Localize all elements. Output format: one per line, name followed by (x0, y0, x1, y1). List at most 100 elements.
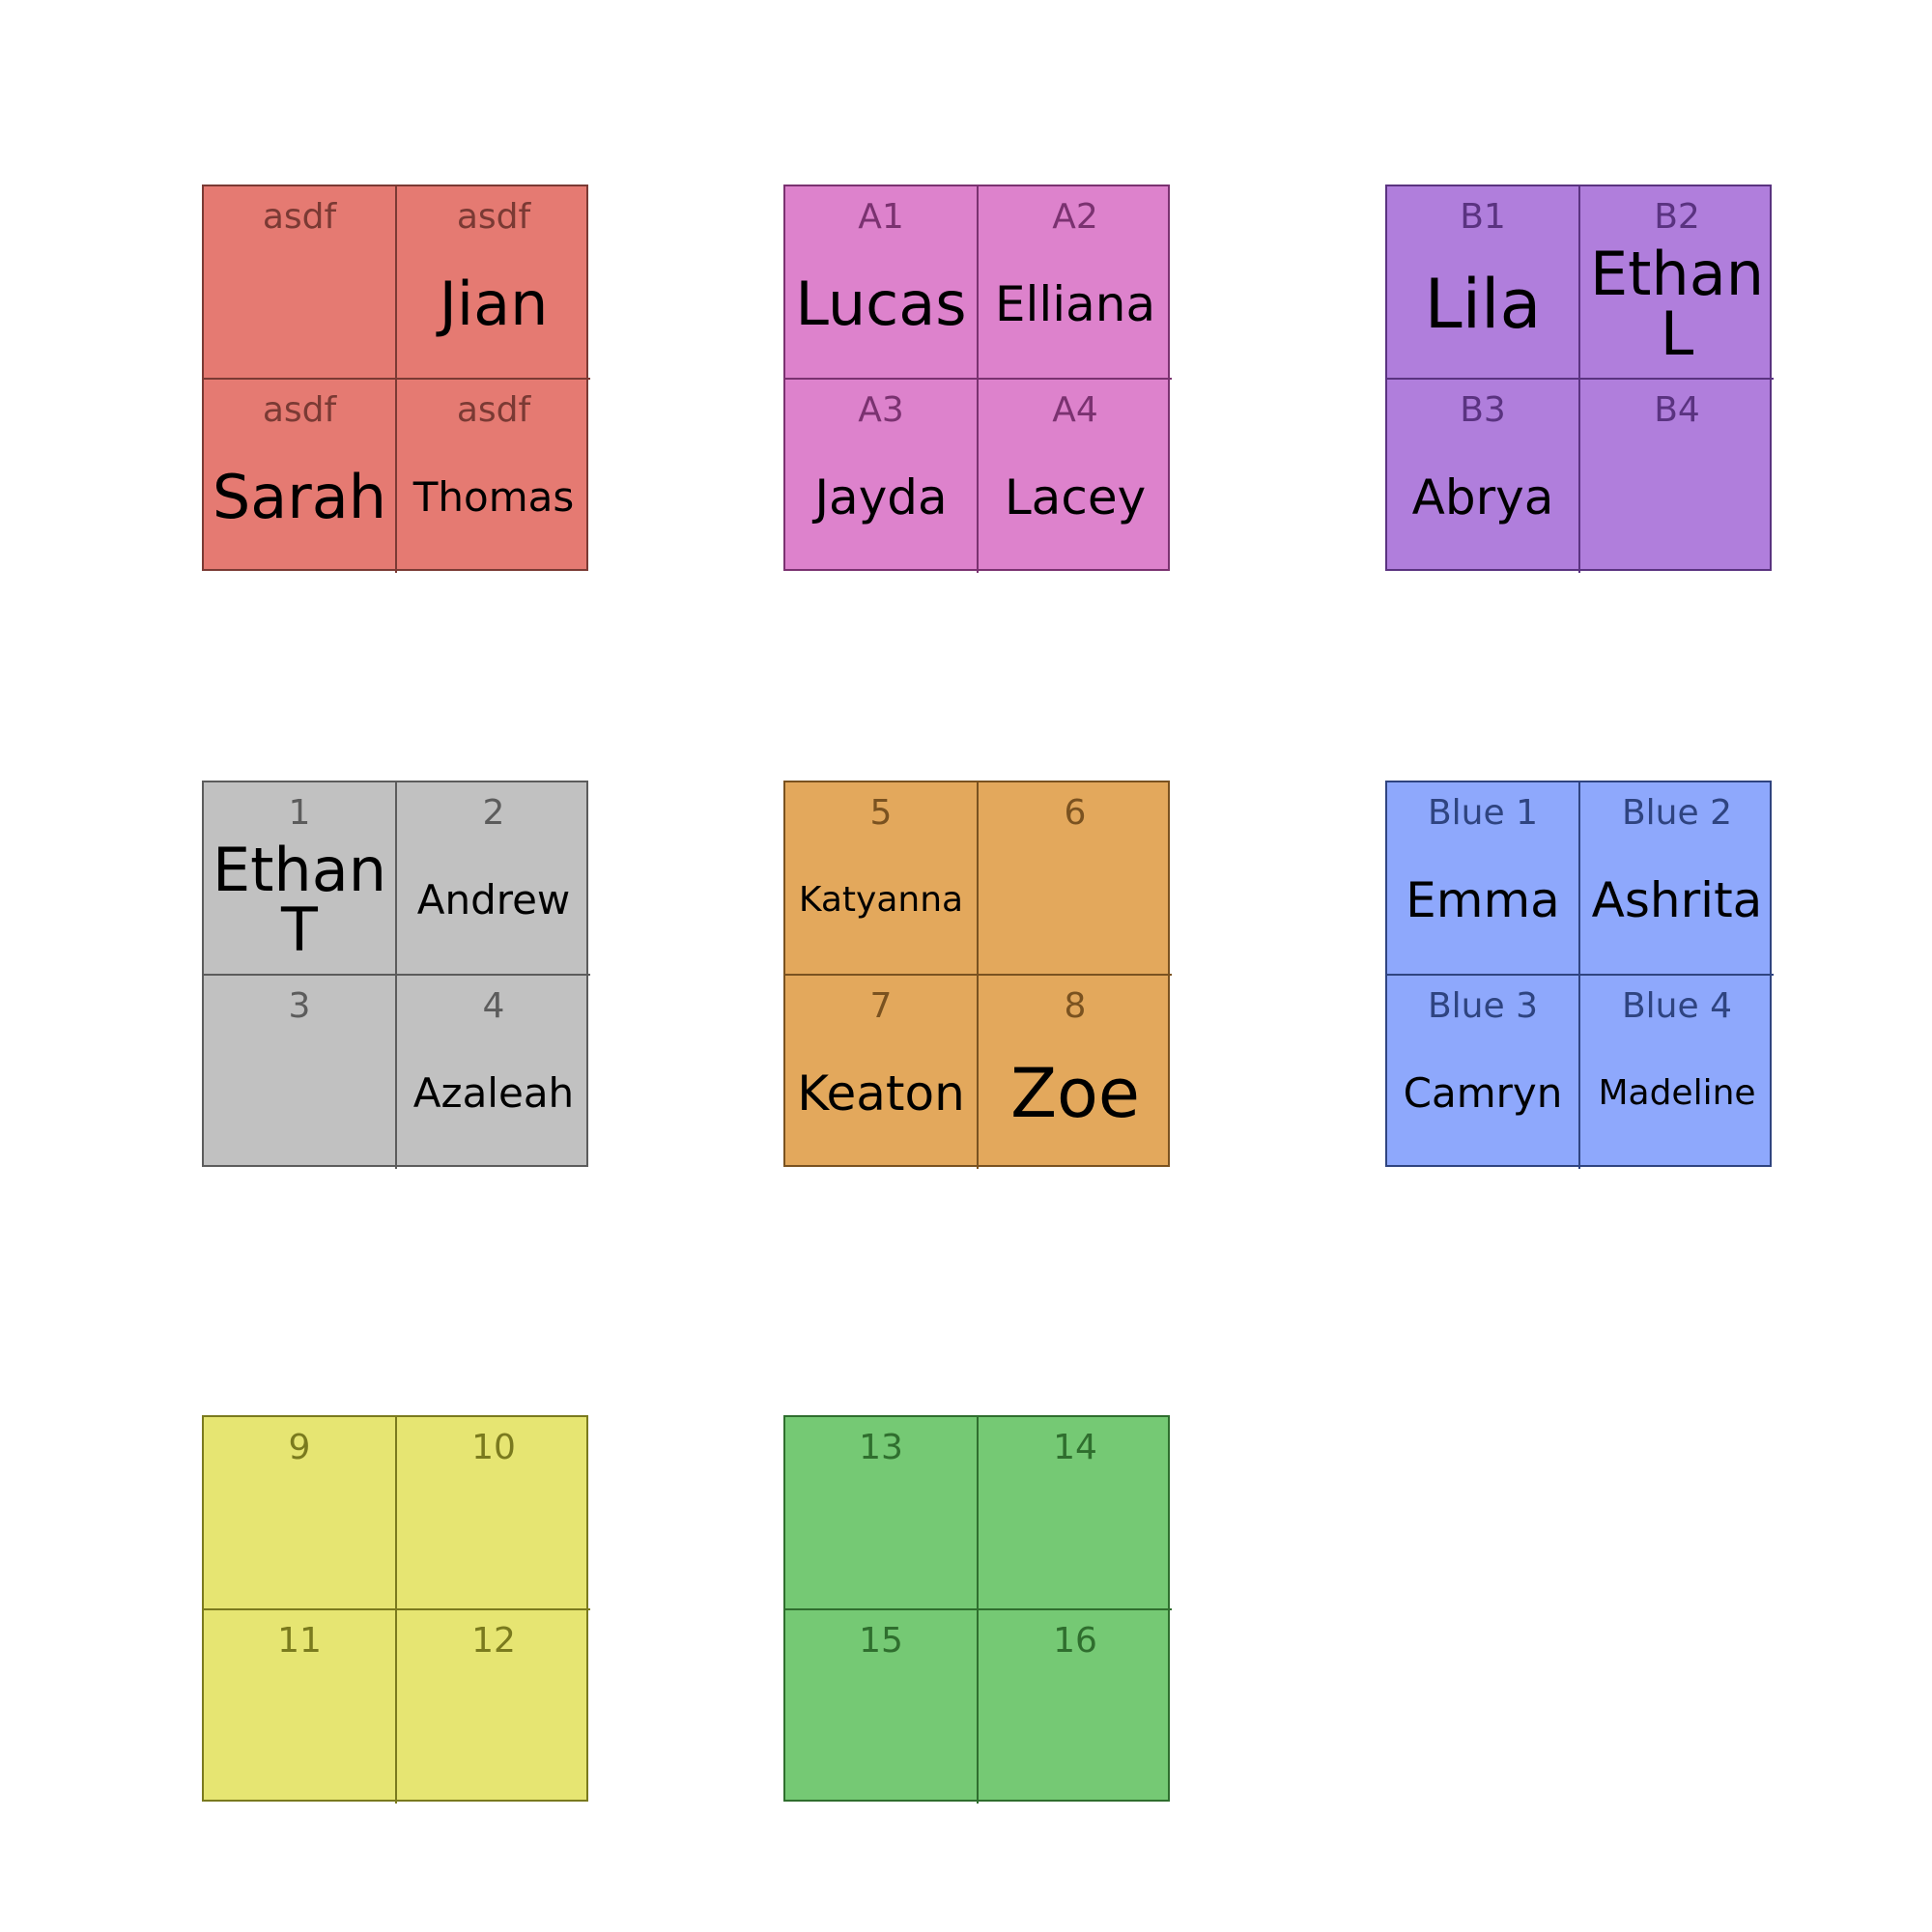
student-name (785, 1670, 977, 1786)
seat[interactable]: asdf Jian (397, 186, 590, 380)
student-name: Camryn (1403, 1069, 1563, 1117)
student-name: Katyanna (798, 880, 964, 920)
table-group-orange[interactable]: 5 Katyanna 6 7 Keaton 8 Zoe (783, 781, 1172, 1169)
student-name (979, 1670, 1172, 1786)
seat[interactable]: asdf Thomas (397, 380, 590, 573)
seat[interactable]: 6 (979, 782, 1172, 976)
seat-label: 5 (869, 793, 893, 833)
seat[interactable]: 5 Katyanna (785, 782, 979, 976)
student-name: Andrew (416, 876, 571, 923)
student-name: Azaleah (412, 1069, 575, 1117)
seat[interactable]: 12 (397, 1610, 590, 1804)
seat[interactable]: A4 Lacey (979, 380, 1172, 573)
seat[interactable]: 9 (204, 1417, 397, 1610)
seat-label: 3 (288, 986, 311, 1026)
seat-label: 11 (277, 1621, 322, 1661)
table-group-red[interactable]: asdf asdf Jian asdf Sarah asdf Thomas (202, 185, 590, 573)
seat-label: 16 (1053, 1621, 1097, 1661)
seat[interactable]: 3 (204, 976, 397, 1169)
seat-label: A3 (858, 390, 904, 430)
seat[interactable]: B4 (1580, 380, 1774, 573)
seat-label: 10 (471, 1428, 516, 1467)
seat[interactable]: 8 Zoe (979, 976, 1172, 1169)
student-name (1580, 440, 1774, 555)
seat-label: asdf (456, 197, 531, 237)
student-name (204, 246, 395, 362)
student-name: Emma (1406, 872, 1560, 928)
seat-label: 1 (288, 793, 311, 833)
seat-label: B1 (1460, 197, 1506, 237)
seat-label: Blue 1 (1427, 793, 1538, 833)
student-name: Ethan T (212, 835, 387, 965)
student-name: Sarah (212, 462, 387, 532)
seat-label: B4 (1654, 390, 1700, 430)
seat[interactable]: 1 Ethan T (204, 782, 397, 976)
seat-label: A1 (858, 197, 904, 237)
seat-label: A2 (1052, 197, 1098, 237)
student-name: Ashrita (1591, 872, 1763, 928)
seat-label: 12 (471, 1621, 516, 1661)
seat-label: asdf (262, 390, 337, 430)
seat[interactable]: 10 (397, 1417, 590, 1610)
seat[interactable]: B1 Lila (1387, 186, 1580, 380)
seat-label: 15 (859, 1621, 903, 1661)
student-name: Jian (439, 269, 549, 339)
seat[interactable]: A1 Lucas (785, 186, 979, 380)
seat-label: 4 (482, 986, 505, 1026)
seat[interactable]: 7 Keaton (785, 976, 979, 1169)
table-group-yellow[interactable]: 9 10 11 12 (202, 1415, 590, 1804)
seat-label: asdf (456, 390, 531, 430)
student-name: Keaton (797, 1065, 965, 1122)
student-name: Lila (1424, 265, 1542, 344)
student-name (397, 1670, 590, 1786)
seat-label: Blue 3 (1427, 986, 1538, 1026)
seat[interactable]: B2 Ethan L (1580, 186, 1774, 380)
seat[interactable]: asdf Sarah (204, 380, 397, 573)
seat[interactable]: asdf (204, 186, 397, 380)
student-name (979, 1477, 1172, 1593)
table-group-purple[interactable]: B1 Lila B2 Ethan L B3 Abrya B4 (1385, 185, 1774, 573)
table-group-green[interactable]: 13 14 15 16 (783, 1415, 1172, 1804)
student-name: Madeline (1598, 1073, 1756, 1113)
seat[interactable]: B3 Abrya (1387, 380, 1580, 573)
seat[interactable]: 4 Azaleah (397, 976, 590, 1169)
seat[interactable]: 15 (785, 1610, 979, 1804)
table-group-blue[interactable]: Blue 1 Emma Blue 2 Ashrita Blue 3 Camryn Bl… (1385, 781, 1774, 1169)
student-name: Lacey (1004, 469, 1147, 526)
seat[interactable]: Blue 4 Madeline (1580, 976, 1774, 1169)
student-name (785, 1477, 977, 1593)
seat-label: 6 (1064, 793, 1087, 833)
seat[interactable]: 2 Andrew (397, 782, 590, 976)
seat[interactable]: Blue 2 Ashrita (1580, 782, 1774, 976)
seat-label: Blue 4 (1621, 986, 1732, 1026)
seat[interactable]: 13 (785, 1417, 979, 1610)
seat-label: 2 (482, 793, 505, 833)
seat[interactable]: Blue 3 Camryn (1387, 976, 1580, 1169)
seat[interactable]: A3 Jayda (785, 380, 979, 573)
table-group-pink[interactable]: A1 Lucas A2 Elliana A3 Jayda A4 Lacey (783, 185, 1172, 573)
student-name (204, 1036, 395, 1151)
seat-label: 9 (288, 1428, 311, 1467)
table-group-gray[interactable]: 1 Ethan T 2 Andrew 3 4 Azaleah (202, 781, 590, 1169)
seat-label: A4 (1052, 390, 1098, 430)
seat[interactable]: 11 (204, 1610, 397, 1804)
seat-label: 8 (1064, 986, 1087, 1026)
seat[interactable]: 14 (979, 1417, 1172, 1610)
seat-label: asdf (262, 197, 337, 237)
seat[interactable]: Blue 1 Emma (1387, 782, 1580, 976)
seat-label: 7 (869, 986, 893, 1026)
student-name (979, 842, 1172, 958)
student-name: Elliana (994, 276, 1156, 332)
student-name: Zoe (1010, 1054, 1140, 1133)
seat-label: B2 (1654, 197, 1700, 237)
student-name (204, 1477, 395, 1593)
seat[interactable]: 16 (979, 1610, 1172, 1804)
seat[interactable]: A2 Elliana (979, 186, 1172, 380)
student-name (204, 1670, 395, 1786)
student-name (397, 1477, 590, 1593)
student-name: Abrya (1411, 469, 1554, 526)
seat-label: Blue 2 (1621, 793, 1732, 833)
student-name: Thomas (412, 473, 575, 521)
seat-label: 13 (859, 1428, 903, 1467)
